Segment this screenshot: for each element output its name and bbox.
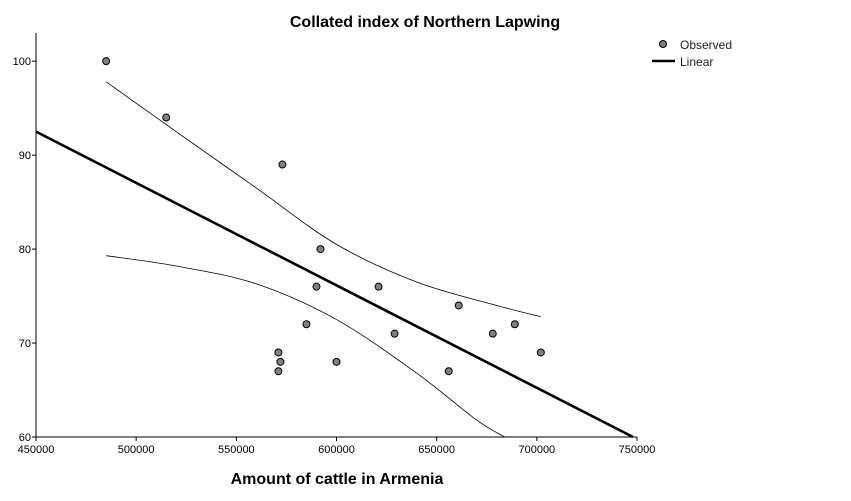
axes: 60 70 80 90 100 450000 500000 550000 600000 65000… (13, 33, 656, 456)
data-point (374, 282, 383, 291)
y-tick-label: 90 (19, 150, 31, 162)
y-tick-label: 70 (19, 338, 31, 350)
data-point (162, 113, 171, 122)
x-tick-label: 500000 (118, 444, 155, 456)
data-point (510, 320, 519, 329)
data-point (454, 301, 463, 310)
y-tick-label: 60 (19, 432, 31, 444)
linear-fit-line (35, 130, 634, 439)
data-point (302, 320, 311, 329)
data-point (536, 348, 545, 357)
data-point (274, 348, 283, 357)
legend-label-observed: Observed (680, 38, 732, 52)
x-tick-label: 700000 (518, 444, 555, 456)
ci-lower-curve (106, 255, 505, 438)
x-tick-label: 450000 (18, 444, 55, 456)
data-point (274, 367, 283, 376)
data-point (316, 245, 325, 254)
x-tick-label: 650000 (418, 444, 455, 456)
y-tick-label: 80 (19, 244, 31, 256)
data-point (488, 329, 497, 338)
data-point (102, 57, 111, 66)
x-tick-label: 550000 (218, 444, 255, 456)
x-axis-label: Amount of cattle in Armenia (231, 471, 444, 488)
y-tick-label: 100 (13, 56, 31, 68)
data-point (444, 367, 453, 376)
legend: Observed Linear (652, 38, 732, 69)
x-tick-label: 600000 (318, 444, 355, 456)
legend-label-linear: Linear (680, 55, 713, 69)
data-point (312, 282, 321, 291)
x-tick-label: 750000 (619, 444, 656, 456)
data-point (276, 357, 285, 366)
data-point (332, 357, 341, 366)
legend-marker-observed (659, 40, 667, 48)
data-point (390, 329, 399, 338)
chart-title: Collated index of Northern Lapwing (290, 14, 560, 31)
plot-area (35, 57, 634, 439)
data-point (278, 160, 287, 169)
ci-upper-curve (105, 81, 541, 318)
